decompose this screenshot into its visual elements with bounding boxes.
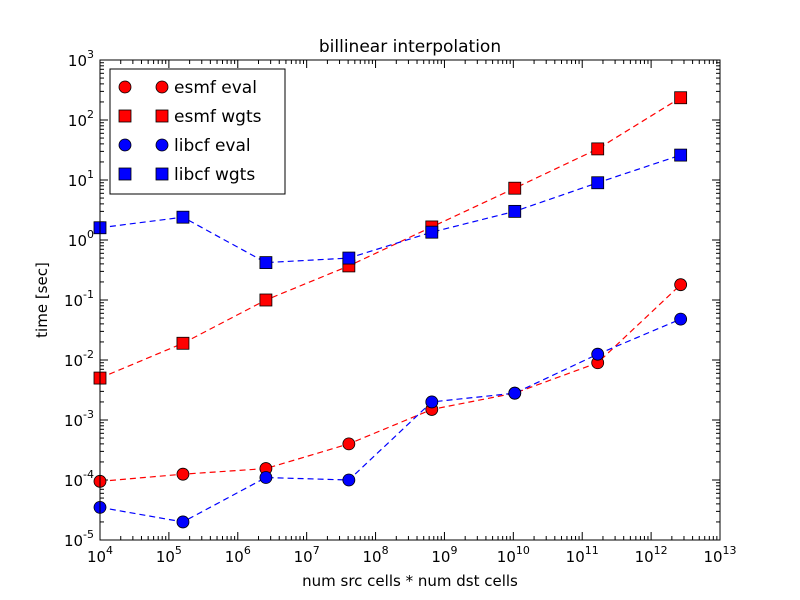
data-point-square xyxy=(508,181,522,195)
data-point-circle xyxy=(342,437,356,451)
x-tick-label: 108 xyxy=(363,544,389,566)
legend-box xyxy=(109,68,286,195)
legend-marker-square xyxy=(118,109,132,123)
data-point-square xyxy=(674,148,688,162)
data-point-circle xyxy=(176,467,190,481)
series-line xyxy=(99,318,681,523)
series-group xyxy=(93,91,688,529)
y-tick-label: 10-3 xyxy=(64,408,94,430)
data-point-square xyxy=(259,293,273,307)
x-tick-label: 1011 xyxy=(566,544,599,566)
plot-area: 104 105 106 107 108 109 1010 1011 1012 1013 10-5 10… xyxy=(64,48,737,566)
axes-frame xyxy=(99,59,721,541)
x-tick-label: 107 xyxy=(294,544,320,566)
y-tick-label: 101 xyxy=(68,168,94,190)
x-tick-label: 1010 xyxy=(497,544,530,566)
data-point-circle xyxy=(674,278,688,292)
data-point-circle xyxy=(425,395,439,409)
data-point-circle xyxy=(259,471,273,484)
y-tick-label: 10-4 xyxy=(64,468,94,490)
x-tick-label: 106 xyxy=(225,544,251,566)
y-tick-label: 10-1 xyxy=(64,288,94,310)
data-point-square xyxy=(176,336,190,350)
legend-label: libcf eval xyxy=(174,136,251,156)
data-point-circle xyxy=(176,515,190,529)
data-point-square xyxy=(591,142,605,156)
data-point-square xyxy=(259,256,273,270)
x-tick-label: 104 xyxy=(87,544,113,566)
legend-marker-circle xyxy=(155,138,169,152)
data-point-square xyxy=(425,225,439,239)
x-tick-label: 109 xyxy=(431,544,457,566)
legend-marker-square xyxy=(118,167,132,181)
legend-marker-circle xyxy=(155,80,169,94)
x-tick-label: 1012 xyxy=(635,544,668,566)
x-tick-label: 1013 xyxy=(703,544,736,566)
chart-title: billinear interpolation xyxy=(319,37,501,57)
y-tick-label: 100 xyxy=(68,228,94,250)
x-axis-label: num src cells * num dst cells xyxy=(302,572,518,590)
data-point-square xyxy=(591,176,605,190)
data-point-square xyxy=(342,251,356,265)
legend-label: libcf wgts xyxy=(174,165,255,185)
series-line xyxy=(99,154,681,264)
legend-marker-square xyxy=(155,109,169,123)
data-point-square xyxy=(508,204,522,218)
legend-marker-square xyxy=(155,167,169,181)
x-tick-label: 105 xyxy=(156,544,182,566)
legend-marker-circle xyxy=(118,80,132,94)
legend-marker-circle xyxy=(118,138,132,152)
y-tick-label: 103 xyxy=(68,48,94,70)
data-point-circle xyxy=(342,473,356,487)
y-tick-label: 10-2 xyxy=(64,348,94,370)
legend-label: esmf wgts xyxy=(174,107,262,127)
data-point-square xyxy=(674,91,688,105)
y-axis-label: time [sec] xyxy=(33,262,51,338)
data-point-circle xyxy=(508,386,522,400)
y-tick-label: 102 xyxy=(68,108,94,130)
y-tick-label: 10-5 xyxy=(64,528,94,550)
data-point-circle xyxy=(674,312,688,326)
legend: esmf eval esmf wgts libcf eval libcf wgts xyxy=(109,68,286,195)
data-point-square xyxy=(176,210,190,224)
series-line xyxy=(99,97,681,379)
legend-label: esmf eval xyxy=(174,78,257,98)
data-point-circle xyxy=(591,347,605,361)
series-line xyxy=(99,284,682,482)
